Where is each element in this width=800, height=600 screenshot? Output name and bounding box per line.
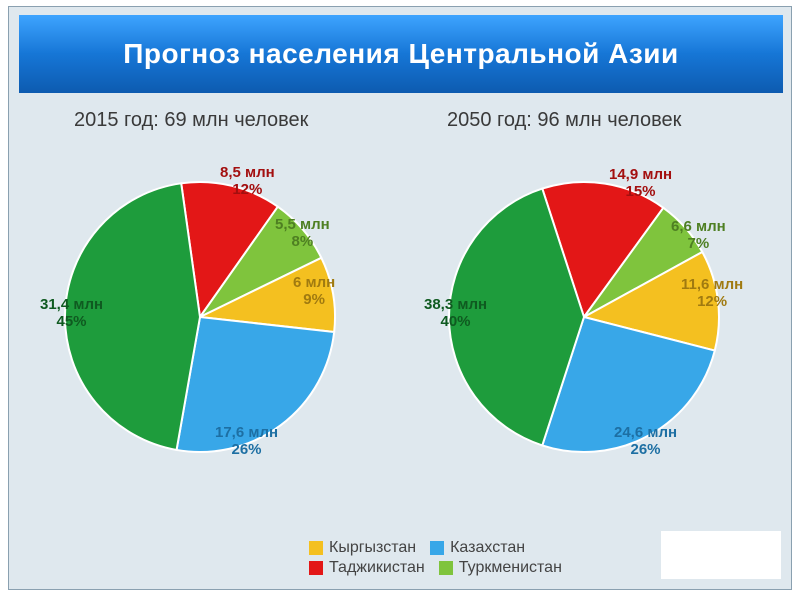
slice-label-percent: 8% [275,234,330,251]
slice-label-value: 11,6 млн [681,277,743,294]
slice-label-percent: 12% [681,294,743,311]
slice-label-kyrgyzstan: 6 млн9% [293,275,335,308]
legend-item-kazakhstan: Казахстан [430,539,525,557]
slice-label-kazakhstan: 24,6 млн26% [614,425,677,458]
slice-label-turkmenistan: 5,5 млн8% [275,217,330,250]
slice-label-uzbekistan: 38,3 млн40% [424,297,487,330]
page-title: Прогноз населения Центральной Азии [19,15,783,93]
legend-item-turkmenistan: Туркменистан [439,559,562,577]
slice-label-percent: 12% [220,182,275,199]
slice-label-percent: 7% [671,236,726,253]
legend: Кыргызстан Казахстан Таджикистан Туркменист… [309,537,568,577]
slice-label-value: 14,9 млн [609,167,672,184]
legend-swatch-kyrgyzstan [309,541,323,555]
legend-label: Казахстан [450,539,525,557]
infographic-frame: Прогноз населения Центральной Азии 2015 … [8,6,792,590]
slice-label-tajikistan: 14,9 млн15% [609,167,672,200]
slice-label-percent: 45% [40,314,103,331]
legend-swatch-turkmenistan [439,561,453,575]
slice-label-percent: 26% [614,442,677,459]
slice-label-percent: 9% [293,292,335,309]
slice-label-value: 38,3 млн [424,297,487,314]
chart-right-title: 2050 год: 96 млн человек [447,109,681,132]
chart-left-title: 2015 год: 69 млн человек [74,109,308,132]
slice-label-value: 8,5 млн [220,165,275,182]
pie-chart-2050: 14,9 млн15% 6,6 млн7% 11,6 млн12% 24,6 млн2… [409,157,769,477]
legend-item-kyrgyzstan: Кыргызстан [309,539,416,557]
slice-label-value: 5,5 млн [275,217,330,234]
blank-patch [661,531,781,579]
slice-label-uzbekistan: 31,4 млн45% [40,297,103,330]
legend-row: Кыргызстан Казахстан [309,539,568,557]
slice-label-value: 6,6 млн [671,219,726,236]
legend-swatch-tajikistan [309,561,323,575]
slice-label-tajikistan: 8,5 млн12% [220,165,275,198]
slice-label-kazakhstan: 17,6 млн26% [215,425,278,458]
legend-row: Таджикистан Туркменистан [309,559,568,577]
legend-label: Туркменистан [459,559,562,577]
slice-label-kyrgyzstan: 11,6 млн12% [681,277,743,310]
pie-chart-2015: 8,5 млн12%5,5 млн8%6 млн9%17,6 млн26%31,… [25,157,385,477]
slice-label-turkmenistan: 6,6 млн7% [671,219,726,252]
legend-label: Таджикистан [329,559,425,577]
slice-label-percent: 15% [609,184,672,201]
slice-label-percent: 26% [215,442,278,459]
slice-label-value: 6 млн [293,275,335,292]
slice-label-percent: 40% [424,314,487,331]
slice-label-value: 17,6 млн [215,425,278,442]
legend-item-tajikistan: Таджикистан [309,559,425,577]
slice-label-value: 24,6 млн [614,425,677,442]
slice-label-value: 31,4 млн [40,297,103,314]
legend-swatch-kazakhstan [430,541,444,555]
legend-label: Кыргызстан [329,539,416,557]
